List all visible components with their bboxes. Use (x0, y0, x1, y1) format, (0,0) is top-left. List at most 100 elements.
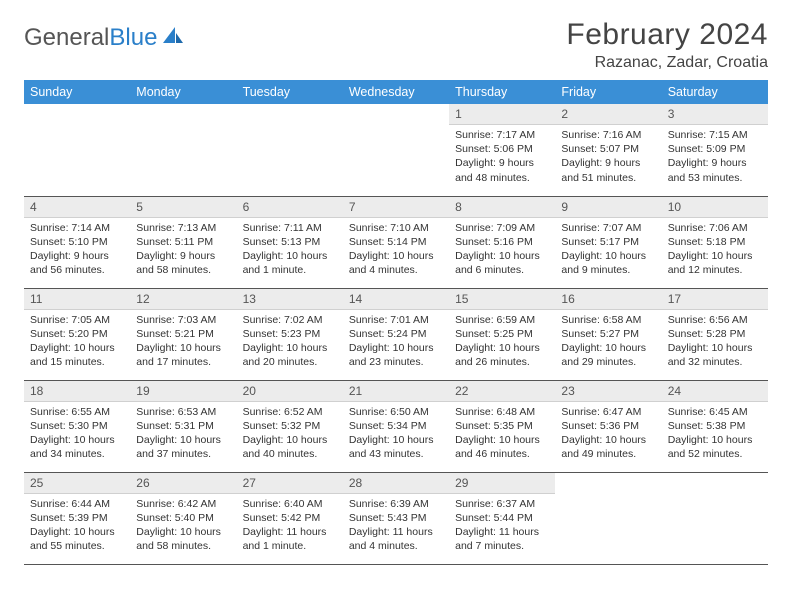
calendar-table: SundayMondayTuesdayWednesdayThursdayFrid… (24, 80, 768, 565)
day-number: 27 (237, 473, 343, 494)
calendar-cell: 27Sunrise: 6:40 AMSunset: 5:42 PMDayligh… (237, 472, 343, 564)
calendar-cell: 18Sunrise: 6:55 AMSunset: 5:30 PMDayligh… (24, 380, 130, 472)
sail-icon (161, 24, 185, 52)
day-number: 22 (449, 381, 555, 402)
calendar-cell: .. (343, 104, 449, 196)
day-number: 24 (662, 381, 768, 402)
day-number: 20 (237, 381, 343, 402)
day-details: Sunrise: 6:58 AMSunset: 5:27 PMDaylight:… (555, 310, 661, 374)
title-block: February 2024 Razanac, Zadar, Croatia (566, 18, 768, 72)
brand-logo: GeneralBlue (24, 18, 185, 52)
day-details: Sunrise: 6:50 AMSunset: 5:34 PMDaylight:… (343, 402, 449, 466)
calendar-cell: 5Sunrise: 7:13 AMSunset: 5:11 PMDaylight… (130, 196, 236, 288)
day-details: Sunrise: 7:03 AMSunset: 5:21 PMDaylight:… (130, 310, 236, 374)
calendar-cell: 8Sunrise: 7:09 AMSunset: 5:16 PMDaylight… (449, 196, 555, 288)
day-number: 4 (24, 197, 130, 218)
calendar-cell: 4Sunrise: 7:14 AMSunset: 5:10 PMDaylight… (24, 196, 130, 288)
calendar-cell: .. (24, 104, 130, 196)
calendar-cell: 19Sunrise: 6:53 AMSunset: 5:31 PMDayligh… (130, 380, 236, 472)
day-number: 25 (24, 473, 130, 494)
day-number: 8 (449, 197, 555, 218)
day-details: Sunrise: 7:10 AMSunset: 5:14 PMDaylight:… (343, 218, 449, 282)
brand-part1: General (24, 24, 109, 52)
day-details: Sunrise: 7:05 AMSunset: 5:20 PMDaylight:… (24, 310, 130, 374)
calendar-cell: 6Sunrise: 7:11 AMSunset: 5:13 PMDaylight… (237, 196, 343, 288)
calendar-cell: 14Sunrise: 7:01 AMSunset: 5:24 PMDayligh… (343, 288, 449, 380)
day-details: Sunrise: 6:52 AMSunset: 5:32 PMDaylight:… (237, 402, 343, 466)
day-number: 1 (449, 104, 555, 125)
day-details: Sunrise: 6:37 AMSunset: 5:44 PMDaylight:… (449, 494, 555, 558)
calendar-cell: 17Sunrise: 6:56 AMSunset: 5:28 PMDayligh… (662, 288, 768, 380)
day-number: 19 (130, 381, 236, 402)
day-number: 18 (24, 381, 130, 402)
calendar-cell: 7Sunrise: 7:10 AMSunset: 5:14 PMDaylight… (343, 196, 449, 288)
day-details: Sunrise: 6:45 AMSunset: 5:38 PMDaylight:… (662, 402, 768, 466)
day-number: 9 (555, 197, 661, 218)
day-details: Sunrise: 7:09 AMSunset: 5:16 PMDaylight:… (449, 218, 555, 282)
calendar-cell: 26Sunrise: 6:42 AMSunset: 5:40 PMDayligh… (130, 472, 236, 564)
weekday-header: Friday (555, 80, 661, 104)
day-details: Sunrise: 7:14 AMSunset: 5:10 PMDaylight:… (24, 218, 130, 282)
calendar-cell: 21Sunrise: 6:50 AMSunset: 5:34 PMDayligh… (343, 380, 449, 472)
calendar-cell: 22Sunrise: 6:48 AMSunset: 5:35 PMDayligh… (449, 380, 555, 472)
day-details: Sunrise: 7:02 AMSunset: 5:23 PMDaylight:… (237, 310, 343, 374)
brand-part2: Blue (109, 24, 157, 52)
weekday-header: Saturday (662, 80, 768, 104)
day-details: Sunrise: 6:40 AMSunset: 5:42 PMDaylight:… (237, 494, 343, 558)
calendar-cell: 11Sunrise: 7:05 AMSunset: 5:20 PMDayligh… (24, 288, 130, 380)
day-number: 13 (237, 289, 343, 310)
day-number: 16 (555, 289, 661, 310)
weekday-header: Monday (130, 80, 236, 104)
day-number: 23 (555, 381, 661, 402)
day-number: 14 (343, 289, 449, 310)
day-number: 12 (130, 289, 236, 310)
day-details: Sunrise: 6:53 AMSunset: 5:31 PMDaylight:… (130, 402, 236, 466)
calendar-cell: 25Sunrise: 6:44 AMSunset: 5:39 PMDayligh… (24, 472, 130, 564)
day-number: 28 (343, 473, 449, 494)
calendar-cell: 24Sunrise: 6:45 AMSunset: 5:38 PMDayligh… (662, 380, 768, 472)
calendar-cell: 20Sunrise: 6:52 AMSunset: 5:32 PMDayligh… (237, 380, 343, 472)
day-number: 15 (449, 289, 555, 310)
calendar-cell: 9Sunrise: 7:07 AMSunset: 5:17 PMDaylight… (555, 196, 661, 288)
day-details: Sunrise: 6:56 AMSunset: 5:28 PMDaylight:… (662, 310, 768, 374)
day-details: Sunrise: 7:17 AMSunset: 5:06 PMDaylight:… (449, 125, 555, 189)
day-details: Sunrise: 6:55 AMSunset: 5:30 PMDaylight:… (24, 402, 130, 466)
calendar-cell: .. (237, 104, 343, 196)
calendar-cell: 13Sunrise: 7:02 AMSunset: 5:23 PMDayligh… (237, 288, 343, 380)
day-number: 17 (662, 289, 768, 310)
day-details: Sunrise: 6:59 AMSunset: 5:25 PMDaylight:… (449, 310, 555, 374)
day-details: Sunrise: 6:42 AMSunset: 5:40 PMDaylight:… (130, 494, 236, 558)
day-details: Sunrise: 7:06 AMSunset: 5:18 PMDaylight:… (662, 218, 768, 282)
day-number: 2 (555, 104, 661, 125)
calendar-cell: 3Sunrise: 7:15 AMSunset: 5:09 PMDaylight… (662, 104, 768, 196)
day-details: Sunrise: 6:48 AMSunset: 5:35 PMDaylight:… (449, 402, 555, 466)
day-number: 21 (343, 381, 449, 402)
calendar-cell: 12Sunrise: 7:03 AMSunset: 5:21 PMDayligh… (130, 288, 236, 380)
day-details: Sunrise: 7:07 AMSunset: 5:17 PMDaylight:… (555, 218, 661, 282)
calendar-cell: 10Sunrise: 7:06 AMSunset: 5:18 PMDayligh… (662, 196, 768, 288)
day-number: 7 (343, 197, 449, 218)
calendar-cell: .. (130, 104, 236, 196)
day-number: 26 (130, 473, 236, 494)
day-number: 3 (662, 104, 768, 125)
calendar-cell: 15Sunrise: 6:59 AMSunset: 5:25 PMDayligh… (449, 288, 555, 380)
calendar-body: ........1Sunrise: 7:17 AMSunset: 5:06 PM… (24, 104, 768, 564)
calendar-cell: 28Sunrise: 6:39 AMSunset: 5:43 PMDayligh… (343, 472, 449, 564)
weekday-header: Sunday (24, 80, 130, 104)
location: Razanac, Zadar, Croatia (566, 54, 768, 72)
day-number: 6 (237, 197, 343, 218)
day-number: 5 (130, 197, 236, 218)
calendar-header-row: SundayMondayTuesdayWednesdayThursdayFrid… (24, 80, 768, 104)
day-number: 29 (449, 473, 555, 494)
calendar-cell: 23Sunrise: 6:47 AMSunset: 5:36 PMDayligh… (555, 380, 661, 472)
day-details: Sunrise: 7:01 AMSunset: 5:24 PMDaylight:… (343, 310, 449, 374)
calendar-cell: 29Sunrise: 6:37 AMSunset: 5:44 PMDayligh… (449, 472, 555, 564)
calendar-cell: .. (662, 472, 768, 564)
calendar-cell: .. (555, 472, 661, 564)
day-number: 10 (662, 197, 768, 218)
month-title: February 2024 (566, 18, 768, 52)
header: GeneralBlue February 2024 Razanac, Zadar… (24, 18, 768, 72)
day-details: Sunrise: 6:47 AMSunset: 5:36 PMDaylight:… (555, 402, 661, 466)
day-details: Sunrise: 7:15 AMSunset: 5:09 PMDaylight:… (662, 125, 768, 189)
weekday-header: Wednesday (343, 80, 449, 104)
